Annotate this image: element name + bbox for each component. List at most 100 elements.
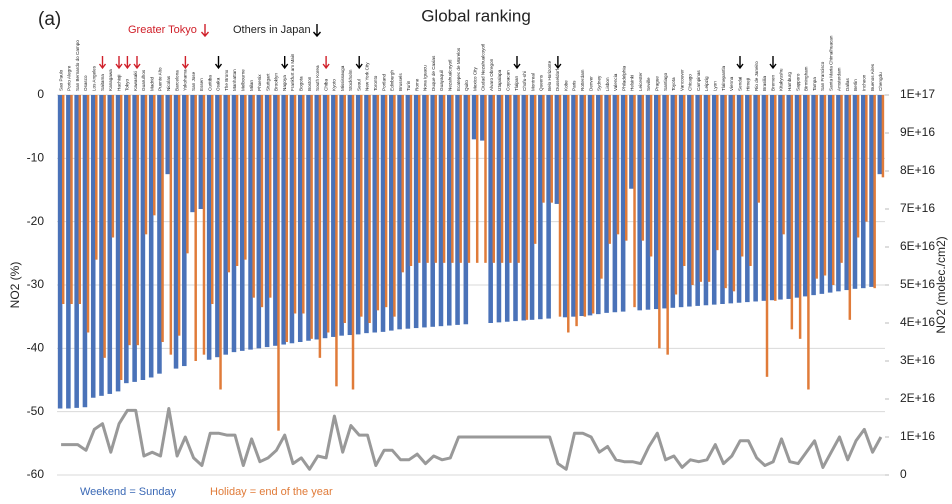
bar [819, 95, 825, 294]
x-tick-label: Milan [249, 80, 254, 91]
bar [326, 95, 330, 333]
bar [194, 95, 197, 361]
x-tick-label: Nova Iguacu [423, 65, 428, 91]
bar [513, 95, 518, 322]
bar [140, 95, 146, 380]
y-tick-label: -50 [27, 404, 45, 418]
bar [620, 95, 626, 312]
bar [678, 95, 684, 308]
x-tick-label: The Bronx [224, 69, 229, 91]
bar [455, 95, 460, 325]
bar [707, 95, 711, 282]
bar [90, 95, 96, 398]
bar [798, 95, 802, 339]
bar [674, 95, 678, 295]
y2-tick-label: 6E+16 [900, 239, 935, 253]
bar [550, 95, 553, 203]
bar [177, 95, 181, 336]
bar [82, 95, 88, 408]
bar [426, 95, 429, 263]
bar [637, 95, 642, 311]
bar [554, 95, 560, 204]
bar [827, 95, 833, 293]
x-tick-label: Turin [406, 80, 411, 91]
x-tick-label: Chiba [323, 79, 328, 91]
bar [716, 95, 719, 251]
bar [339, 95, 344, 336]
x-tick-label: Rome [414, 78, 419, 91]
bar [297, 95, 303, 342]
bar [202, 95, 206, 355]
x-tick-label: Mexico City [472, 67, 477, 91]
bar [343, 95, 346, 323]
x-tick-label: South Korea [315, 65, 320, 91]
bar [815, 95, 818, 279]
x-tick-label: Hamburg [787, 72, 792, 91]
bar [99, 95, 104, 396]
bar [413, 95, 419, 329]
bar [331, 95, 336, 337]
bar [583, 95, 587, 317]
bar [165, 95, 171, 175]
y-tick-label: -10 [27, 151, 45, 165]
x-tick-label: Tlalnepantla [721, 66, 726, 91]
bar [438, 95, 444, 327]
y2-tick-label: 1E+16 [900, 429, 935, 443]
x-tick-label: Puente Alto [158, 67, 163, 91]
x-tick-label: Philadelphia [621, 66, 626, 91]
bar [670, 95, 676, 308]
x-tick-label: San Bernardo do Campo [75, 40, 80, 91]
bar [103, 95, 106, 358]
bar [364, 95, 369, 334]
bar [604, 95, 609, 313]
x-tick-label: Kawasaki [133, 71, 138, 91]
bar [322, 95, 328, 339]
bar [732, 95, 736, 292]
bar [641, 95, 645, 241]
bar [616, 95, 620, 235]
bar [765, 95, 769, 377]
x-tick-label: Coyoacan [505, 70, 510, 91]
arrow [115, 56, 123, 70]
bar [504, 95, 510, 322]
bar [575, 95, 578, 327]
bar [401, 95, 404, 273]
line-series [61, 407, 883, 471]
bar [281, 95, 286, 345]
bar [500, 95, 504, 263]
x-tick-label: Essen [199, 78, 204, 91]
x-tick-label: San Jose [191, 71, 196, 91]
bar [736, 95, 742, 303]
bar [61, 95, 65, 304]
x-tick-label: Madrid [149, 77, 154, 91]
bar [480, 95, 485, 141]
bar [687, 95, 692, 307]
x-tick-label: San Francisco [820, 61, 825, 91]
y-axis-label: NO2 (%) [8, 262, 22, 309]
y2-tick-label: 7E+16 [900, 201, 935, 215]
arrow [322, 56, 330, 70]
bar [600, 95, 603, 279]
bar [463, 95, 469, 325]
x-tick-label: Toronto [373, 75, 378, 91]
x-tick-label: Los Angeles [91, 65, 96, 91]
bar [293, 95, 297, 314]
y2-tick-label: 5E+16 [900, 277, 935, 291]
bar [393, 95, 396, 317]
bar [198, 95, 204, 209]
bar [471, 95, 477, 140]
x-tick-label: Kanagawa [108, 69, 113, 91]
bar [521, 95, 527, 321]
x-tick-label: Nicolas [166, 75, 171, 91]
bar [538, 95, 543, 320]
bar [124, 95, 129, 384]
y-tick-label: 0 [37, 87, 44, 101]
x-tick-label: Kyoto [332, 79, 337, 91]
arrow [513, 56, 521, 70]
y2-tick-label: 8E+16 [900, 163, 935, 177]
bar [832, 95, 835, 285]
bar [119, 95, 123, 380]
bar [724, 95, 727, 289]
bar [430, 95, 435, 327]
bar [488, 95, 493, 323]
